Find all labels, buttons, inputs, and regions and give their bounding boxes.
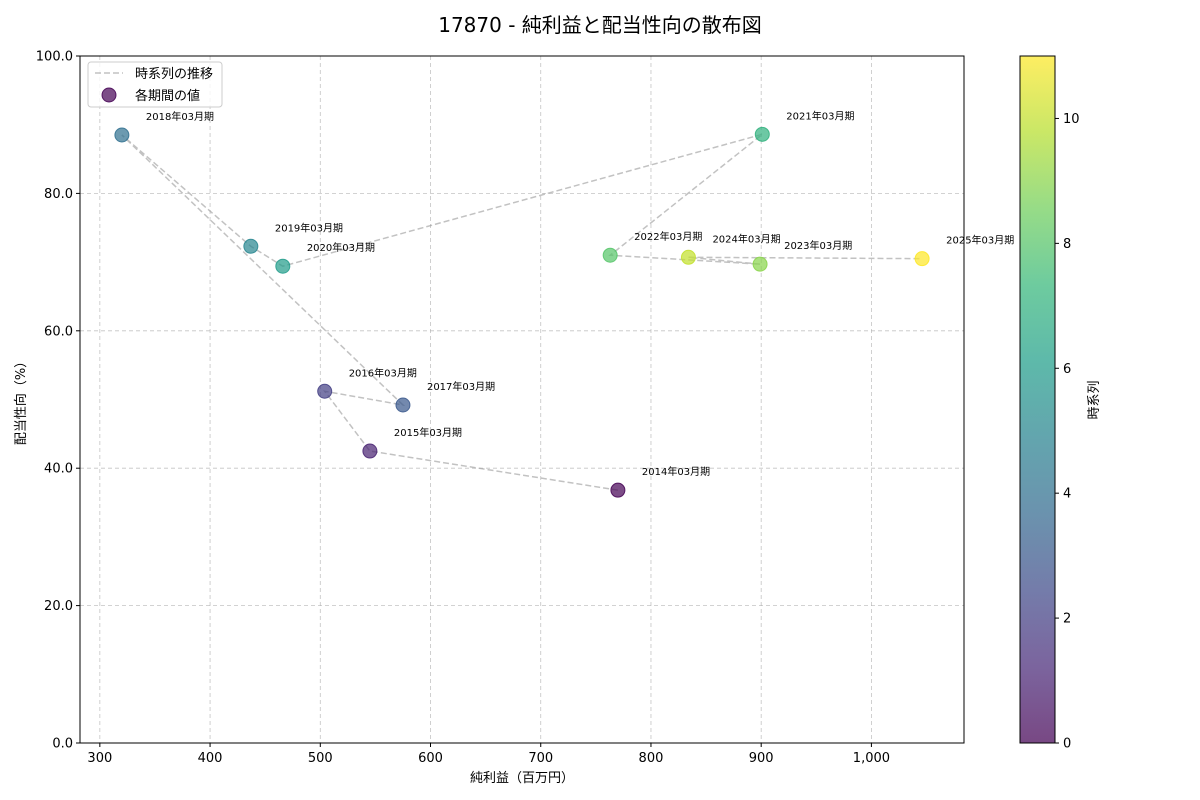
colorbar: 0 2 4 6 8 10 時系列 <box>1019 55 1102 752</box>
point-label: 2021年03月期 <box>786 109 854 122</box>
data-point <box>114 127 130 143</box>
x-tick-label: 400 <box>198 751 223 766</box>
data-point <box>602 247 618 263</box>
trend-line-layer <box>121 133 923 491</box>
data-point <box>243 238 259 254</box>
chart-title: 17870 - 純利益と配当性向の散布図 <box>438 13 762 37</box>
x-tick-label: 800 <box>639 751 664 766</box>
point-label: 2014年03月期 <box>642 465 710 478</box>
points-layer <box>114 126 930 498</box>
x-tick-label: 900 <box>749 751 774 766</box>
point-label: 2020年03月期 <box>307 241 375 254</box>
x-tick-label: 300 <box>87 751 112 766</box>
legend-label-trend: 時系列の推移 <box>135 67 213 82</box>
y-tick-label: 100.0 <box>36 50 73 65</box>
y-tick-label: 80.0 <box>44 187 73 202</box>
colorbar-ticks: 0 2 4 6 8 10 <box>1055 112 1080 752</box>
colorbar-tick-label: 6 <box>1063 362 1071 377</box>
x-axis-label: 純利益（百万円） <box>470 771 574 786</box>
y-tick-label: 60.0 <box>44 324 73 339</box>
point-label: 2024年03月期 <box>712 232 780 245</box>
data-point <box>752 256 768 272</box>
y-axis-label: 配当性向（%） <box>13 355 29 445</box>
x-axis: 300 400 500 600 700 800 900 1,000 <box>87 743 890 766</box>
x-tick-label: 600 <box>418 751 443 766</box>
legend: 時系列の推移 各期間の値 <box>87 61 223 108</box>
point-label: 2019年03月期 <box>275 221 343 234</box>
y-tick-label: 40.0 <box>44 462 73 477</box>
colorbar-tick-label: 8 <box>1063 237 1071 252</box>
colorbar-frame <box>1019 55 1056 744</box>
point-label: 2023年03月期 <box>784 239 852 252</box>
data-point <box>395 397 411 413</box>
data-point <box>317 383 333 399</box>
x-tick-label: 500 <box>308 751 333 766</box>
colorbar-label: 時系列 <box>1087 380 1102 419</box>
point-labels: 2014年03月期 2015年03月期 2016年03月期 2017年03月期 2018… <box>146 109 1014 478</box>
point-label: 2015年03月期 <box>394 426 462 439</box>
colorbar-tick-label: 0 <box>1063 737 1071 752</box>
y-axis: 0.0 20.0 40.0 60.0 80.0 100.0 <box>36 50 80 752</box>
data-point <box>754 126 770 142</box>
legend-box <box>87 61 223 108</box>
legend-label-points: 各期間の値 <box>135 88 200 104</box>
plot-frame <box>79 55 965 744</box>
point-label: 2016年03月期 <box>349 366 417 379</box>
x-tick-label: 1,000 <box>853 751 890 766</box>
colorbar-gradient <box>1020 56 1055 743</box>
data-point <box>680 249 696 265</box>
point-label: 2025年03月期 <box>946 234 1014 247</box>
plot-background <box>80 56 964 743</box>
colorbar-tick-label: 2 <box>1063 612 1071 627</box>
y-tick-label: 20.0 <box>44 599 73 614</box>
point-label: 2017年03月期 <box>427 380 495 393</box>
point-label: 2022年03月期 <box>634 230 702 243</box>
data-point <box>362 443 378 459</box>
data-point <box>275 258 291 274</box>
x-tick-label: 700 <box>528 751 553 766</box>
trend-line <box>121 133 923 491</box>
colorbar-tick-label: 4 <box>1063 487 1071 502</box>
y-tick-label: 0.0 <box>52 737 73 752</box>
data-point <box>610 482 626 498</box>
data-point <box>914 251 930 267</box>
legend-marker-swatch <box>101 87 117 103</box>
point-label: 2018年03月期 <box>146 110 214 123</box>
colorbar-tick-label: 10 <box>1063 112 1080 127</box>
